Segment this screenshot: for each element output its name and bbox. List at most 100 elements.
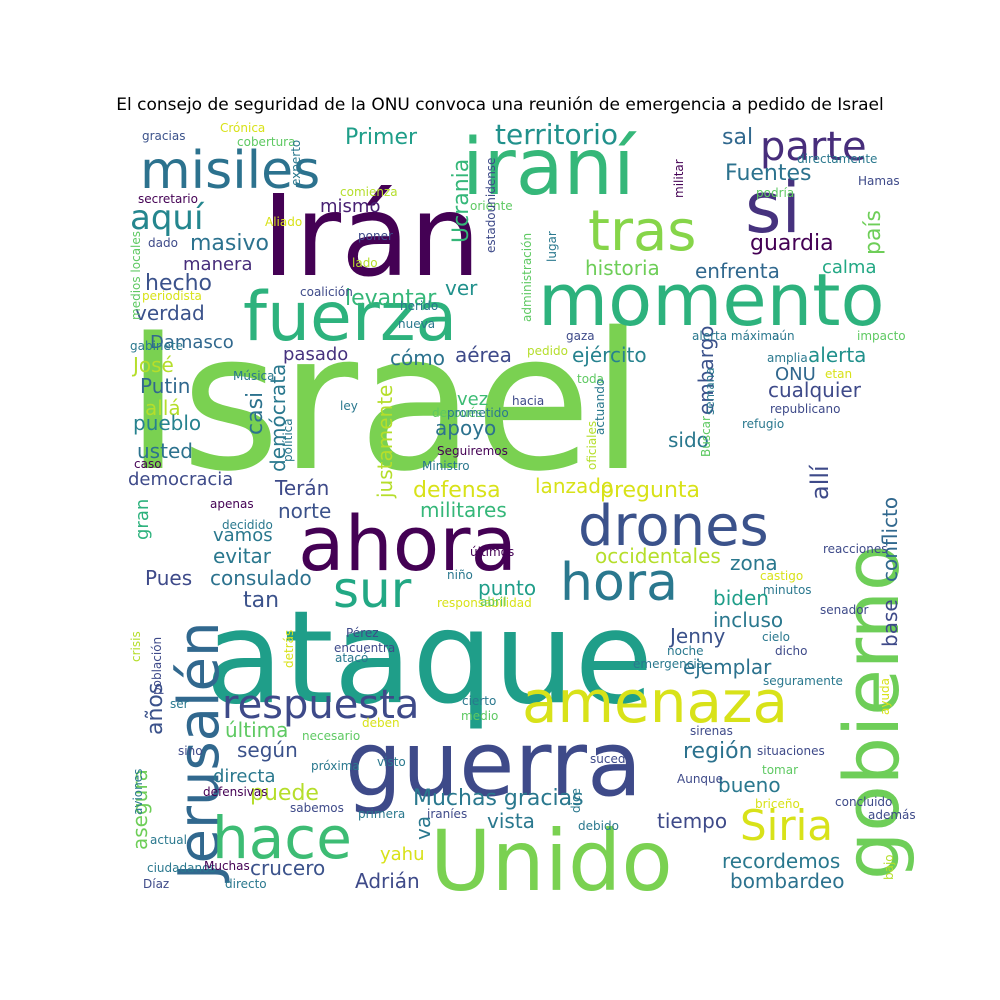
word-pais: país	[861, 210, 886, 255]
word-administracion: administración	[520, 233, 534, 322]
word-republicano: republicano	[770, 402, 840, 416]
word-pregunta: pregunta	[600, 478, 700, 503]
word-sido: sido	[668, 428, 709, 452]
word-militar: militar	[672, 159, 686, 198]
word-aviones: aviones	[131, 769, 145, 815]
word-hecho: hecho	[145, 271, 212, 296]
word-bueno: bueno	[718, 773, 781, 797]
word-si: si	[745, 167, 801, 249]
word-oriente: oriente	[470, 199, 513, 213]
word-recordemos: recordemos	[722, 849, 840, 873]
word-guardia: guardia	[750, 231, 834, 256]
word-teran: Terán	[274, 476, 329, 500]
word-democracia: democracia	[128, 469, 233, 490]
word-jerusalen: Jerusalén	[167, 622, 232, 883]
word-usted: usted	[137, 439, 193, 463]
word-seguramente: seguramente	[763, 674, 843, 688]
word-pueblo: pueblo	[133, 411, 201, 435]
word-sucede: sucede	[590, 752, 633, 766]
word-embargo: embargo	[694, 325, 718, 415]
word-ejercito: ejército	[572, 343, 647, 367]
word-siria: Siria	[740, 801, 833, 850]
word-oficiales: oficiales	[585, 421, 599, 470]
word-decidido: decidido	[222, 518, 273, 532]
word-militares: militares	[420, 498, 507, 522]
word-pues: Pues	[145, 566, 192, 590]
word-iranies: iraníes	[427, 807, 467, 821]
word-gran: gran	[132, 499, 153, 540]
word-medio: medio	[461, 709, 498, 723]
word-aun: aún	[772, 329, 795, 343]
word-norte: norte	[278, 499, 331, 523]
word-primera: primera	[358, 807, 405, 821]
word-evitar: evitar	[213, 544, 272, 568]
word-castigo: castigo	[760, 569, 803, 583]
word-va: va	[411, 816, 435, 840]
word-onu: ONU	[775, 364, 816, 385]
word-ayuda: ayuda	[878, 678, 892, 715]
word-defensivas: defensivas	[203, 785, 268, 799]
word-ley: ley	[340, 399, 358, 413]
word-seguiremos: Seguiremos	[437, 444, 508, 458]
word-dado: dado	[148, 236, 178, 250]
word-israel: Israel	[125, 292, 644, 513]
word-gaza: gaza	[566, 329, 595, 343]
word-buscar: Buscar	[699, 416, 713, 457]
word-manera: manera	[183, 254, 252, 275]
word-poner: poner	[358, 229, 393, 243]
word-yahu: yahu	[380, 844, 425, 865]
word-occidentales: occidentales	[595, 544, 721, 568]
word-ataco: atacó	[335, 651, 368, 665]
word-pasado: pasado	[283, 344, 348, 365]
word-musica: Música	[233, 369, 275, 383]
word-gracias: gracias	[142, 129, 185, 143]
word-crisis: crisis	[129, 631, 143, 662]
word-anos: años	[143, 683, 168, 735]
word-tiempo: tiempo	[657, 809, 727, 833]
word-puede: puede	[250, 781, 319, 806]
word-levantar: levantar	[345, 286, 437, 311]
word-sur: sur	[333, 561, 412, 619]
word-dice: dice	[569, 788, 583, 813]
word-sabemos: sabemos	[290, 801, 344, 815]
word-adrian: Adrián	[355, 869, 420, 893]
word-secretario: secretario	[138, 192, 198, 206]
word-abril: abril	[480, 595, 507, 609]
word-unido: Unido	[430, 812, 673, 910]
word-senador: senador	[820, 603, 869, 617]
word-ademas: además	[868, 808, 916, 822]
word-territorio: territorio	[495, 118, 618, 151]
word-despues: después	[432, 406, 482, 420]
word-perez: Pérez	[346, 626, 379, 640]
word-masivo: masivo	[190, 231, 269, 256]
word-alerta-maxima: alerta máxima	[692, 329, 779, 343]
word-enfrenta: enfrenta	[695, 259, 780, 283]
word-dicho: dicho	[775, 644, 808, 658]
word-concluido: concluido	[835, 795, 892, 809]
word-caso: caso	[134, 457, 162, 471]
word-ahora: ahora	[298, 499, 517, 588]
word-lanzado: lanzado	[535, 474, 613, 498]
word-apoyo: apoyo	[435, 416, 496, 440]
word-respuesta: respuesta	[222, 682, 419, 728]
word-semana: semana	[703, 367, 717, 415]
word-iran: Irán	[262, 172, 481, 302]
word-sirenas: sirenas	[690, 724, 733, 738]
word-alli: allí	[806, 464, 834, 500]
word-proxima: próxima	[311, 759, 360, 773]
word-cualquier: cualquier	[768, 378, 862, 402]
word-podria: podría	[756, 186, 794, 200]
word-cielo: cielo	[762, 630, 790, 644]
word-prometido: prometido	[447, 406, 509, 420]
word-fuerza: fuerza	[243, 278, 457, 357]
word-defensa: defensa	[413, 478, 501, 503]
word-region: región	[683, 739, 753, 764]
word-experto: experto	[289, 140, 303, 186]
word-gabinete: gabinete	[130, 339, 183, 353]
word-ultima: última	[225, 718, 288, 742]
word-segun: según	[237, 738, 298, 762]
word-ciudadanos: ciudadanos	[147, 861, 216, 875]
word-encuentra: encuentra	[334, 641, 395, 655]
word-incluso: incluso	[713, 608, 783, 632]
word-briceno: briceño	[755, 797, 800, 811]
